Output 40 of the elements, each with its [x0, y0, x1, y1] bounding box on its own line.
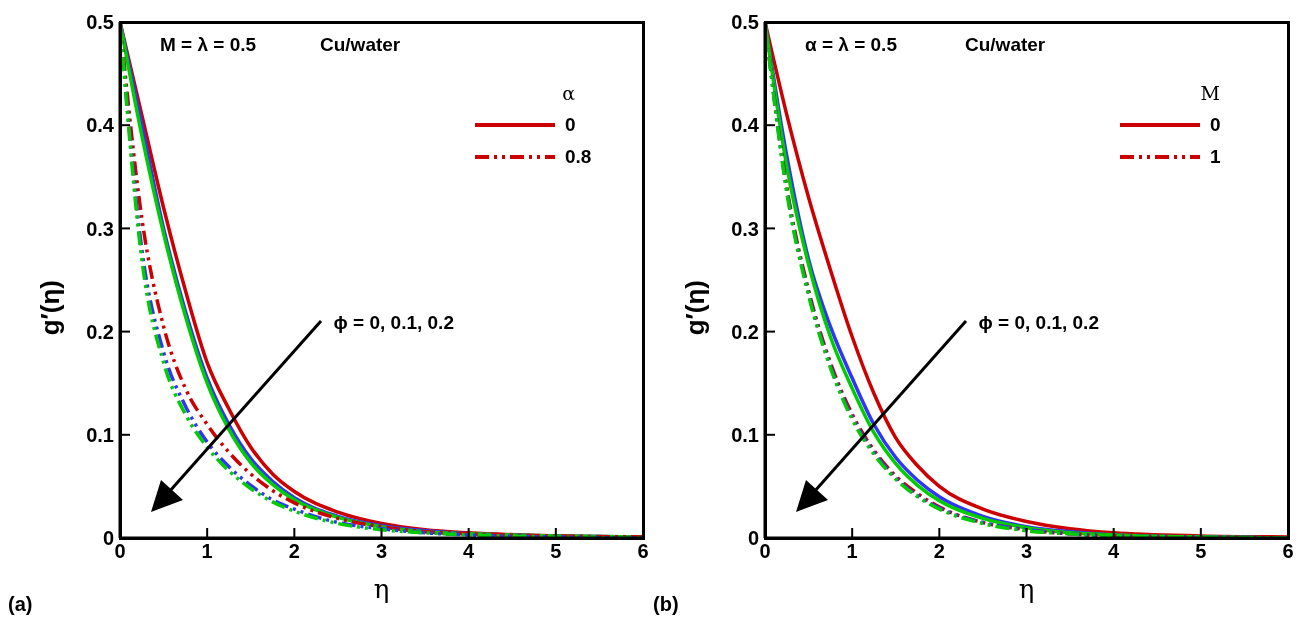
y-tick-label: 0.4	[86, 114, 115, 137]
x-tick-label: 5	[550, 540, 562, 563]
x-tick-label: 3	[1020, 540, 1033, 563]
x-axis-title: η	[373, 574, 390, 604]
y-tick-label: 0.2	[731, 320, 759, 343]
text: (a)	[8, 593, 33, 616]
legend-title: α	[561, 82, 576, 104]
annotation: ϕ = 0, 0.1, 0.2	[978, 312, 1099, 335]
annotation: Cu/water	[965, 34, 1046, 56]
y-tick-label: 0.2	[86, 320, 114, 343]
x-tick-label: 2	[288, 540, 300, 563]
x-tick-label: 4	[463, 540, 476, 563]
x-tick-label: 2	[933, 540, 945, 563]
x-tick-label: 4	[1108, 540, 1121, 563]
x-tick-label: 1	[201, 540, 213, 563]
y-tick-label: 0.1	[86, 423, 114, 446]
text: (b)	[653, 593, 679, 616]
legend-label: 1	[1210, 146, 1222, 168]
y-tick-label: 0.3	[86, 217, 114, 240]
annotation: α = λ = 0.5	[805, 34, 897, 56]
annotation: Cu/water	[320, 34, 401, 56]
x-tick-label: 6	[1282, 540, 1294, 563]
annotation: M = λ = 0.5	[160, 34, 257, 56]
legend-label: 0	[565, 114, 577, 136]
y-tick-label: 0.5	[731, 11, 759, 34]
y-tick-label: 0.5	[86, 11, 114, 34]
x-tick-label: 1	[846, 540, 858, 563]
x-tick-label: 3	[375, 540, 388, 563]
x-tick-label: 6	[637, 540, 649, 563]
x-axis-title: η	[1018, 574, 1035, 604]
x-tick-label: 5	[1195, 540, 1207, 563]
y-tick-label: 0.4	[731, 114, 760, 137]
y-axis-title: g′(η)	[680, 280, 711, 336]
legend-title: M	[1199, 82, 1221, 104]
y-tick-label: 0.1	[731, 423, 759, 446]
y-axis-title: g′(η)	[35, 280, 66, 336]
annotation: ϕ = 0, 0.1, 0.2	[333, 312, 454, 335]
legend-label: 0.8	[565, 146, 593, 168]
legend-label: 0	[1210, 114, 1222, 136]
y-tick-label: 0.3	[731, 217, 759, 240]
